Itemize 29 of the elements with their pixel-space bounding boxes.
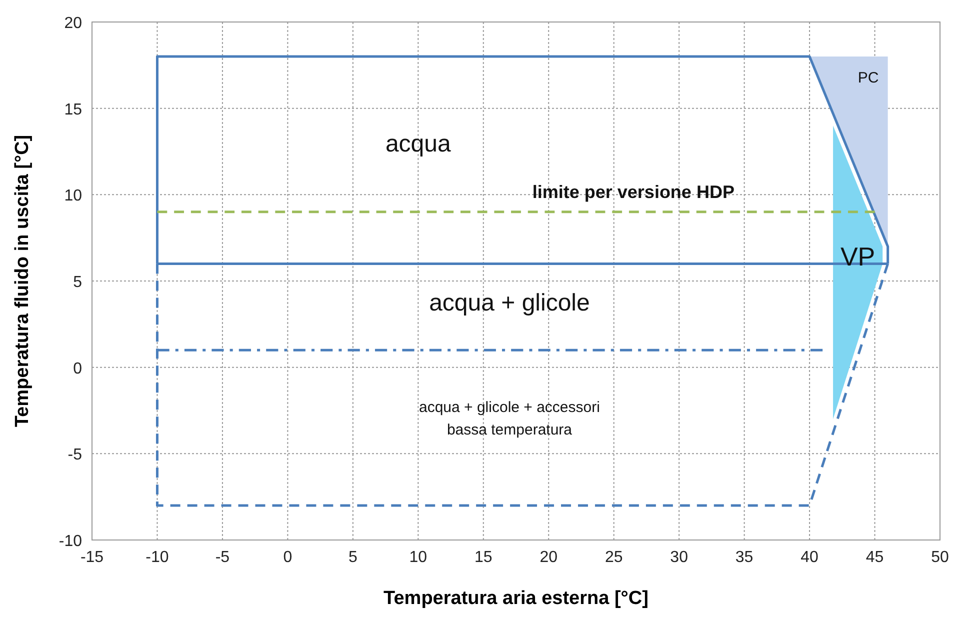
x-axis-title: Temperatura aria esterna [°C] (384, 588, 648, 609)
x-tick-label: 10 (409, 549, 428, 566)
x-tick-label: 50 (931, 549, 949, 566)
y-tick-label: -5 (68, 446, 82, 464)
annotation: limite per versione HDP (532, 182, 734, 202)
annotation: acqua + glicole + accessori bassa temperatura (419, 399, 600, 439)
x-tick-label: 25 (604, 549, 623, 566)
x-tick-label: 5 (348, 549, 358, 566)
annotation: acqua + glicole (429, 289, 590, 316)
y-tick-label: 15 (64, 101, 82, 118)
y-tick-label: -10 (58, 533, 82, 550)
x-tick-label: 0 (283, 549, 292, 566)
y-tick-label: 20 (64, 15, 82, 32)
annotation: acqua (385, 130, 452, 158)
x-tick-label: 15 (474, 549, 492, 566)
x-tick-label: -15 (80, 549, 104, 566)
x-tick-label: 35 (735, 549, 754, 566)
y-tick-label: 10 (64, 188, 82, 205)
y-tick-label: 0 (73, 360, 82, 378)
annotation: PC (858, 69, 879, 86)
x-tick-label: 30 (670, 549, 688, 566)
y-tick-label: 5 (73, 274, 82, 291)
x-tick-label: -5 (215, 549, 230, 566)
annotation: VP (840, 241, 876, 272)
x-tick-label: 20 (540, 549, 558, 566)
x-tick-label: 45 (866, 549, 884, 566)
x-tick-label: -10 (146, 549, 169, 566)
y-axis-title: Temperatura fluido in uscita [°C] (12, 134, 33, 428)
x-tick-label: 40 (800, 549, 819, 566)
